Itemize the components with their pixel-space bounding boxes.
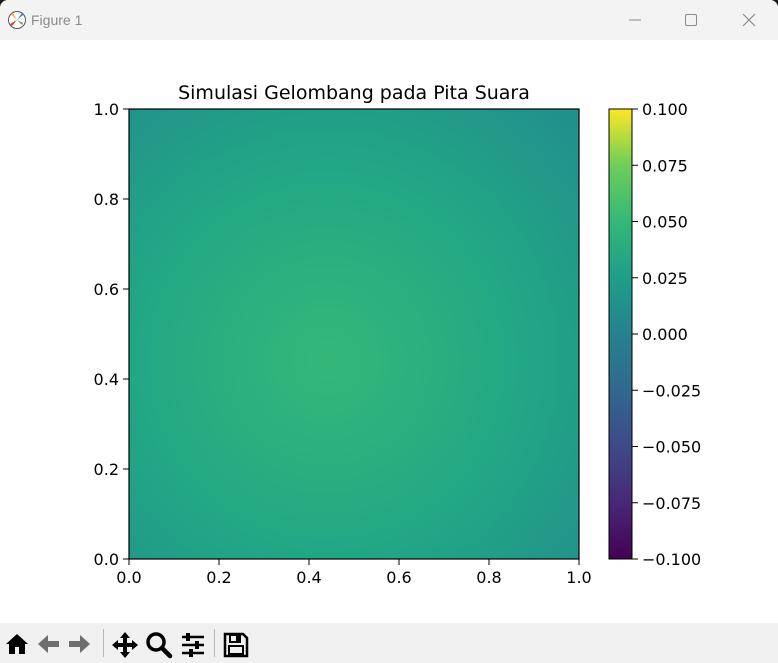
chart-title: Simulasi Gelombang pada Pita Suara [178, 82, 530, 104]
minimize-icon [629, 19, 641, 21]
forward-button[interactable] [67, 631, 93, 657]
y-tick-label: 0.2 [94, 460, 119, 479]
navigation-toolbar [0, 623, 778, 663]
colorbar-tick-label: 0.075 [642, 156, 688, 175]
axes-frame [128, 108, 580, 560]
x-tick-label: 0.8 [476, 568, 501, 587]
y-tick-label: 1.0 [94, 100, 119, 119]
colorbar-tick-label: −0.050 [642, 438, 701, 457]
save-button[interactable] [222, 631, 250, 658]
x-axis: 0.0 0.2 0.4 0.6 0.8 1.0 [116, 559, 592, 587]
colorbar-tick-label: 0.025 [642, 269, 688, 288]
colorbar-tick-label: −0.075 [642, 494, 701, 513]
configure-subplots-button[interactable] [179, 631, 207, 657]
minimize-button[interactable] [612, 0, 658, 40]
zoom-button[interactable] [145, 631, 173, 659]
x-tick-label: 0.4 [296, 568, 321, 587]
home-icon [6, 634, 28, 654]
pan-move-icon [112, 632, 138, 658]
matplotlib-logo-icon [7, 10, 27, 30]
pan-button[interactable] [111, 631, 139, 658]
save-floppy-icon [223, 632, 249, 658]
x-tick-label: 0.0 [116, 568, 141, 587]
back-arrow-icon [38, 635, 59, 653]
y-tick-label: 0.6 [94, 280, 119, 299]
heatmap-field [129, 109, 579, 559]
configure-subplots-icon [182, 633, 204, 657]
x-tick-label: 1.0 [566, 568, 591, 587]
colorbar-axis: 0.100 0.075 0.050 0.025 0.000 −0.025 −0.050 −0.… [632, 100, 701, 569]
forward-arrow-icon [69, 635, 90, 653]
colorbar-tick-label: −0.100 [642, 550, 701, 569]
zoom-magnifier-icon [146, 632, 173, 659]
figure-canvas[interactable]: Simulasi Gelombang pada Pita Suara 0.0 0.… [0, 40, 778, 623]
x-tick-label: 0.2 [206, 568, 231, 587]
home-button[interactable] [4, 631, 30, 657]
close-icon [742, 13, 756, 27]
plot-figure: Simulasi Gelombang pada Pita Suara 0.0 0.… [94, 82, 702, 587]
y-tick-label: 0.8 [94, 190, 119, 209]
colorbar-tick-label: 0.050 [642, 213, 688, 232]
colorbar-tick-label: 0.100 [642, 100, 688, 119]
colorbar-tick-label: −0.025 [642, 381, 701, 400]
window-title: Figure 1 [31, 12, 83, 28]
y-tick-label: 0.4 [94, 370, 119, 389]
maximize-button[interactable] [668, 0, 714, 40]
x-tick-label: 0.6 [386, 568, 411, 587]
colorbar [608, 108, 633, 560]
title-bar[interactable]: Figure 1 [0, 0, 778, 40]
toolbar-separator [103, 629, 104, 657]
y-tick-label: 0.0 [94, 550, 119, 569]
back-button[interactable] [35, 631, 61, 657]
maximize-icon [685, 14, 697, 26]
colorbar-tick-label: 0.000 [642, 325, 688, 344]
toolbar-separator [214, 629, 215, 657]
y-axis: 0.0 0.2 0.4 0.6 0.8 1.0 [94, 100, 129, 569]
close-button[interactable] [726, 0, 772, 40]
